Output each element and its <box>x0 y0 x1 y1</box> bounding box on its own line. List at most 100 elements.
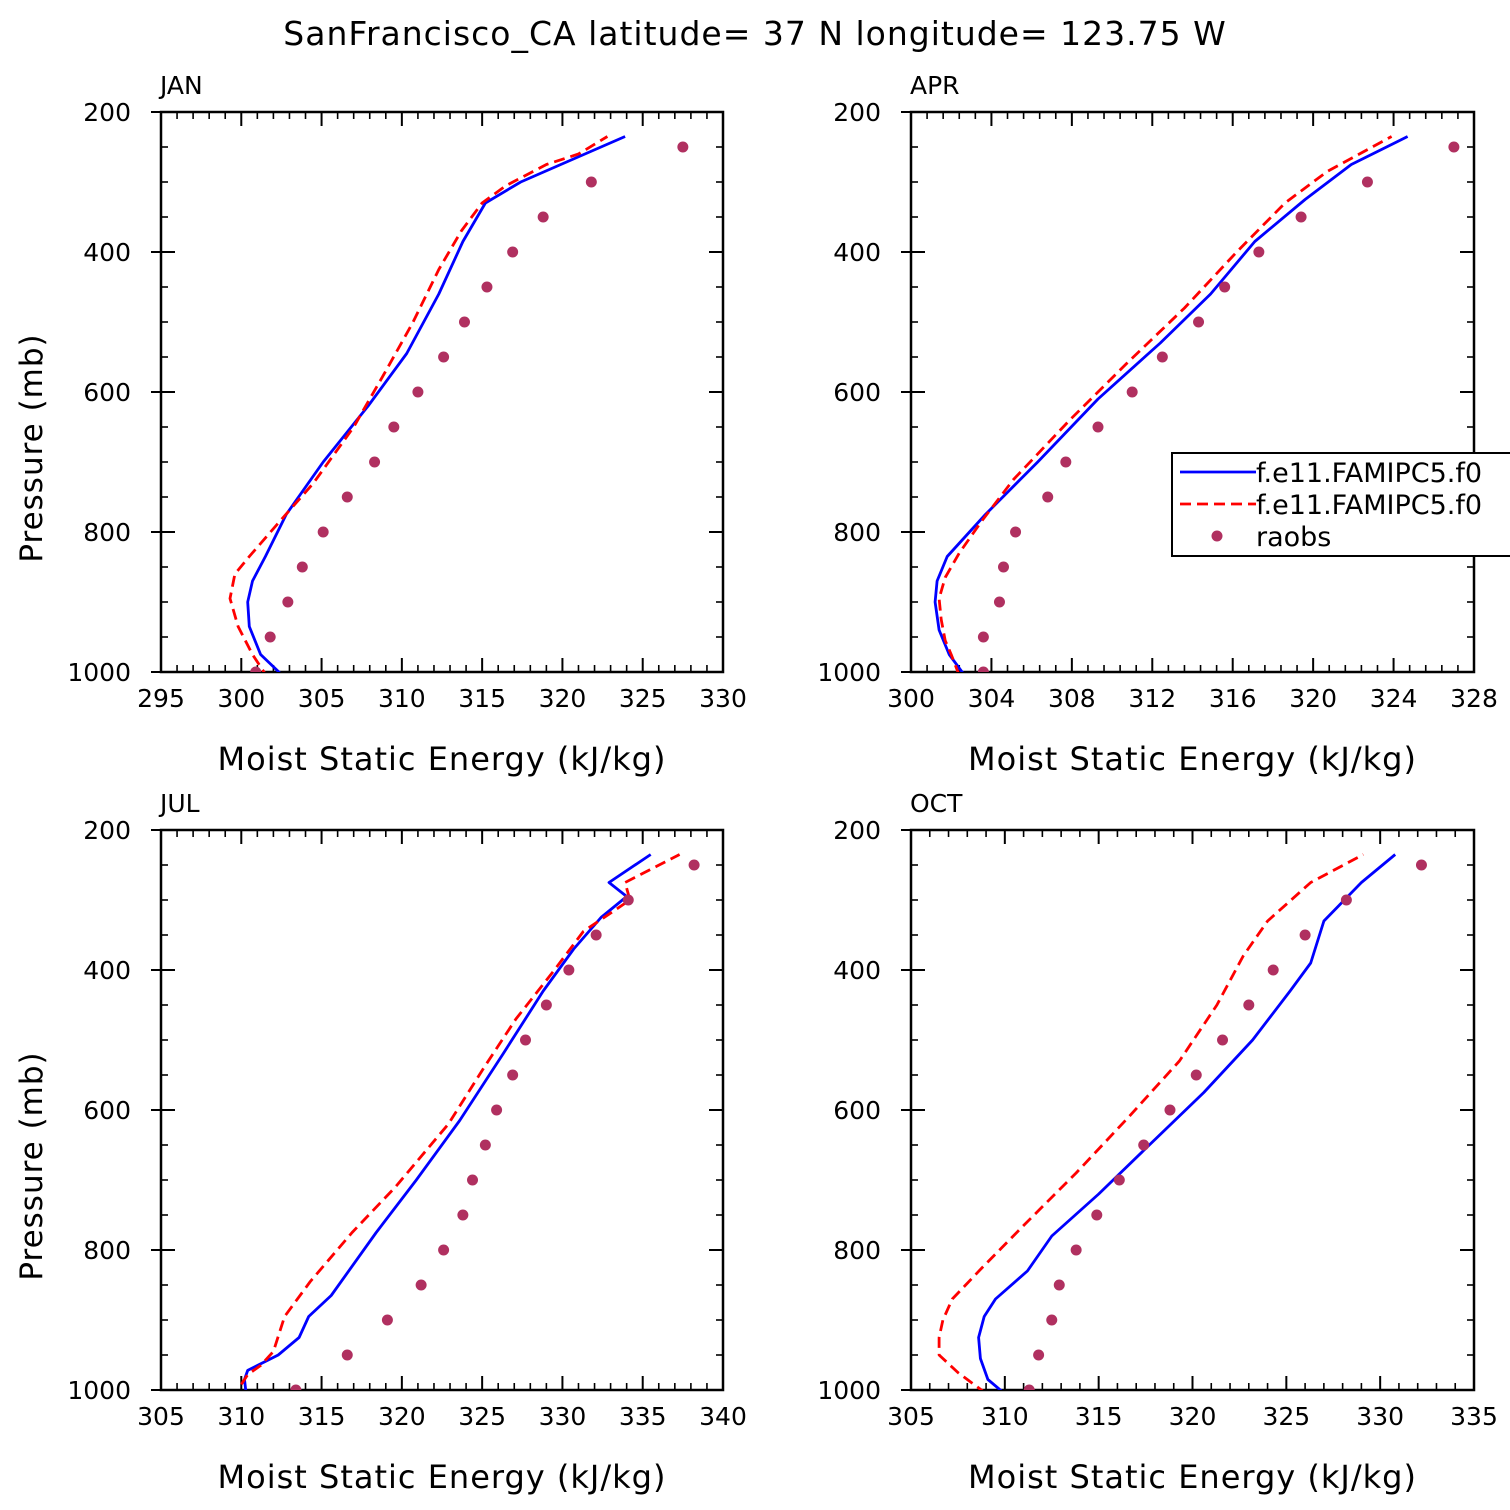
raobs-point <box>1046 1314 1058 1326</box>
legend-box <box>1171 452 1510 557</box>
raobs-point <box>467 1174 479 1186</box>
figure-title: SanFrancisco_CA latitude= 37 N longitude… <box>283 14 1226 53</box>
x-tick-label: 320 <box>378 1402 426 1431</box>
y-tick-label: 200 <box>83 816 131 845</box>
series-line-dashed <box>228 135 609 672</box>
raobs-point <box>1138 1139 1150 1151</box>
x-tick-label: 316 <box>1209 684 1257 713</box>
raobs-point <box>677 141 689 153</box>
x-tick-label: 325 <box>458 1402 506 1431</box>
series-line-dashed <box>937 135 1393 672</box>
raobs-point <box>296 561 308 573</box>
x-tick-label: 325 <box>619 684 667 713</box>
raobs-point <box>1267 964 1279 976</box>
y-tick-label: 1000 <box>67 1376 131 1405</box>
raobs-point <box>1219 281 1231 293</box>
raobs-point <box>1042 491 1054 503</box>
raobs-point <box>997 561 1009 573</box>
y-tick-label: 800 <box>833 1236 881 1265</box>
raobs-point <box>590 929 602 941</box>
panel-title: OCT <box>910 789 963 818</box>
raobs-point <box>688 859 700 871</box>
raobs-point <box>1217 1034 1229 1046</box>
raobs-point <box>585 176 597 188</box>
x-tick-label: 320 <box>1169 1402 1217 1431</box>
x-tick-label: 320 <box>1289 684 1337 713</box>
x-tick-label: 312 <box>1128 684 1176 713</box>
raobs-point <box>290 1384 302 1390</box>
x-tick-label: 300 <box>887 684 935 713</box>
panel-title: APR <box>910 71 960 100</box>
raobs-point <box>341 491 353 503</box>
panel-jul: JUL 305 310 315 320 325 330 335 340 200 400 600 800 1… <box>14 789 747 1496</box>
x-tick-label: 324 <box>1370 684 1418 713</box>
panel-title: JUL <box>158 789 200 818</box>
panel-oct: OCT 305 310 315 320 325 330 335 200 400 600 800 1000… <box>817 789 1497 1496</box>
raobs-point <box>1010 526 1022 538</box>
series-group <box>933 135 1460 672</box>
y-tick-label: 400 <box>833 238 881 267</box>
raobs-point <box>540 999 552 1011</box>
series-line-dashed <box>937 853 1364 1390</box>
raobs-point <box>438 351 450 363</box>
y-axis-label: Pressure (mb) <box>14 333 50 562</box>
series-line-solid <box>933 135 1409 672</box>
raobs-point <box>1361 176 1373 188</box>
raobs-point <box>250 666 262 672</box>
series-line-solid <box>977 853 1397 1390</box>
panel-jan: JAN 295 300 305 310 315 320 325 330 200 400 600 800 1… <box>14 71 747 778</box>
x-tick-label: 310 <box>981 1402 1029 1431</box>
raobs-point <box>537 211 549 223</box>
x-axis-label: Moist Static Energy (kJ/kg) <box>968 1458 1417 1496</box>
panel-apr: APR 300 304 308 312 316 320 324 328 200 400 600 800 1… <box>817 71 1497 778</box>
raobs-point <box>381 1314 393 1326</box>
legend-label: raobs <box>1256 522 1331 553</box>
raobs-point <box>438 1244 450 1256</box>
raobs-point <box>457 1209 469 1221</box>
x-tick-label: 320 <box>539 684 587 713</box>
raobs-point <box>1113 1174 1125 1186</box>
raobs-point <box>1091 1209 1103 1221</box>
x-tick-label: 305 <box>137 1402 185 1431</box>
x-tick-label: 328 <box>1450 684 1498 713</box>
x-axis-label: Moist Static Energy (kJ/kg) <box>968 740 1417 778</box>
legend-label: f.e11.FAMIPC5.f0 <box>1256 490 1482 521</box>
raobs-point <box>1340 894 1352 906</box>
x-axis-label: Moist Static Energy (kJ/kg) <box>218 1458 667 1496</box>
x-tick-label: 300 <box>217 684 265 713</box>
raobs-point <box>519 1034 531 1046</box>
raobs-point <box>1193 316 1205 328</box>
raobs-point <box>563 964 575 976</box>
x-tick-label: 310 <box>378 684 426 713</box>
x-tick-label: 305 <box>887 1402 935 1431</box>
raobs-point <box>1070 1244 1082 1256</box>
y-tick-label: 600 <box>83 1096 131 1125</box>
raobs-point <box>1243 999 1255 1011</box>
y-tick-label: 400 <box>833 956 881 985</box>
x-tick-label: 335 <box>619 1402 667 1431</box>
raobs-point <box>1448 141 1460 153</box>
legend-marker <box>1211 530 1223 542</box>
raobs-point <box>1164 1104 1176 1116</box>
raobs-point <box>341 1349 353 1361</box>
raobs-point <box>412 386 424 398</box>
raobs-point <box>507 1069 519 1081</box>
series-group <box>228 135 689 672</box>
raobs-point <box>1295 211 1307 223</box>
raobs-point <box>458 316 470 328</box>
raobs-point <box>1156 351 1168 363</box>
y-tick-label: 800 <box>833 518 881 547</box>
raobs-point <box>1415 859 1427 871</box>
series-line-dashed <box>240 853 681 1386</box>
x-tick-label: 330 <box>539 1402 587 1431</box>
y-tick-label: 1000 <box>817 1376 881 1405</box>
raobs-point <box>479 1139 491 1151</box>
x-tick-label: 310 <box>217 1402 265 1431</box>
raobs-point <box>622 894 634 906</box>
y-tick-label: 200 <box>833 98 881 127</box>
raobs-point <box>1060 456 1072 468</box>
y-tick-label: 800 <box>83 1236 131 1265</box>
series-line-solid <box>243 853 652 1390</box>
x-tick-label: 308 <box>1048 684 1096 713</box>
